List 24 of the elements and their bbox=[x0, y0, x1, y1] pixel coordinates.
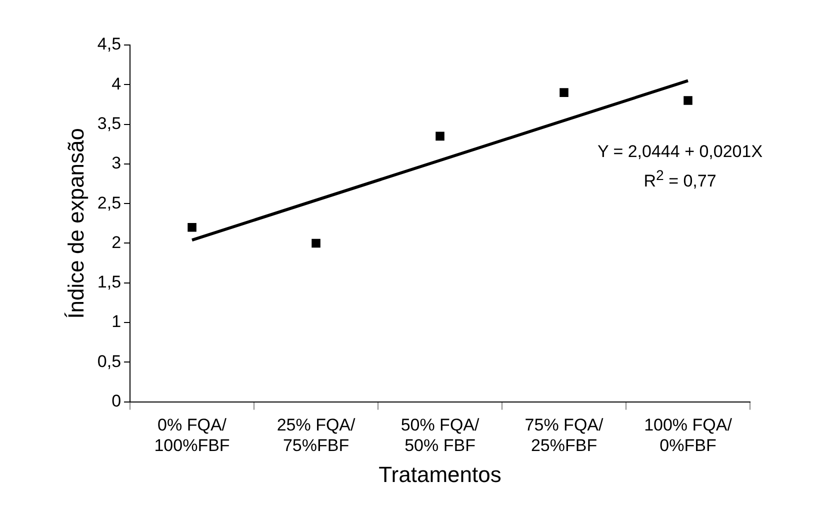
y-tick-label: 3 bbox=[112, 154, 122, 173]
point bbox=[188, 222, 196, 232]
annotation: R$^{2}$ = 0,77 bbox=[642, 167, 718, 193]
y-tick-label: 4 bbox=[112, 74, 122, 94]
x-tick-label: 50% FQA/ 50% FBF bbox=[400, 416, 480, 456]
x-axis-title: Tratamentos bbox=[378, 462, 502, 487]
y-tick-label: 0,5 bbox=[97, 352, 122, 371]
y-axis-title: Índice de expansão bbox=[63, 128, 88, 319]
annotation: Y = 2,0444 + 0,0201X bbox=[596, 141, 764, 163]
x-tick-label: 100% FQA/ 0%FBF bbox=[644, 416, 732, 456]
y-tick-label: 4,5 bbox=[97, 34, 122, 54]
point bbox=[560, 88, 568, 97]
y-tick-label: 0 bbox=[112, 391, 122, 410]
y-tick-label: 1,5 bbox=[97, 272, 122, 292]
x-tick-label: 25% FQA/ 75%FBF bbox=[276, 416, 356, 456]
y-tick-label: 3,5 bbox=[97, 114, 122, 133]
x-tick-label: 0% FQA/ 100%FBF bbox=[154, 416, 230, 456]
point bbox=[312, 238, 320, 248]
point bbox=[436, 132, 444, 141]
y-tick-label: 2 bbox=[112, 232, 122, 252]
x-tick-label: 75% FQA/ 25%FBF bbox=[524, 416, 604, 456]
y-tick-label: 2,5 bbox=[97, 193, 122, 212]
y-tick-label: 1 bbox=[112, 312, 122, 332]
point bbox=[684, 96, 692, 105]
